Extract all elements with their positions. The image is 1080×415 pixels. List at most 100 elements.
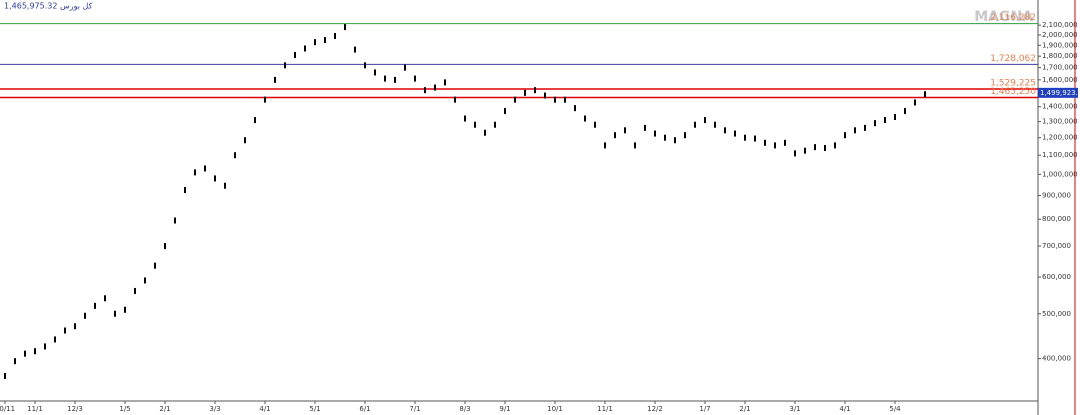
price-bar: [284, 62, 286, 69]
x-tick-label: 12/3: [67, 405, 83, 413]
price-bar: [744, 134, 746, 141]
x-tick-label: 4/1: [259, 405, 270, 413]
price-bar: [894, 114, 896, 121]
price-bar: [574, 105, 576, 112]
watermark: MAGNA: [974, 9, 1033, 25]
x-tick-label: 5/1: [309, 405, 320, 413]
price-bar: [474, 121, 476, 128]
price-bar: [254, 117, 256, 124]
price-bar: [634, 142, 636, 149]
y-tick-label: 2,100,000: [1042, 21, 1078, 29]
price-bar: [424, 87, 426, 94]
price-bar: [204, 165, 206, 172]
price-bar: [854, 127, 856, 134]
level-label: 1,529,225: [990, 78, 1036, 88]
price-bar: [274, 76, 276, 83]
price-bar: [184, 187, 186, 194]
x-tick-label: 7/1: [409, 405, 420, 413]
price-bar: [774, 142, 776, 149]
price-bar: [334, 32, 336, 39]
x-tick-label: 8/3: [459, 405, 470, 413]
y-tick-label: 400,000: [1042, 355, 1071, 363]
price-bar: [64, 327, 66, 334]
price-bar: [674, 137, 676, 144]
price-bar: [694, 121, 696, 128]
price-bar: [734, 130, 736, 137]
x-tick-label: 11/1: [27, 405, 43, 413]
price-bar: [724, 127, 726, 134]
x-tick-label: 6/1: [359, 405, 370, 413]
price-bar: [604, 142, 606, 149]
level-label: 2,116,282: [990, 13, 1036, 23]
price-bar: [484, 129, 486, 136]
price-bar: [614, 132, 616, 139]
price-bar: [224, 182, 226, 189]
price-bar: [814, 144, 816, 151]
price-bar: [244, 137, 246, 144]
price-bar: [534, 87, 536, 94]
price-bar: [924, 91, 926, 98]
price-bar: [14, 358, 16, 365]
last-price-label: 1,499,923.4: [1040, 89, 1080, 97]
price-bar: [684, 132, 686, 139]
y-tick-label: 1,900,000: [1042, 41, 1078, 49]
x-tick-label: 10/1: [547, 405, 563, 413]
y-tick-label: 500,000: [1042, 310, 1071, 318]
y-tick-label: 1,300,000: [1042, 118, 1078, 126]
price-bar: [464, 115, 466, 122]
price-bar: [804, 147, 806, 154]
price-bar: [414, 75, 416, 82]
x-tick-label: 2/1: [159, 405, 170, 413]
price-bar: [594, 121, 596, 128]
price-bar: [74, 323, 76, 330]
price-bar: [784, 139, 786, 146]
price-bar: [884, 117, 886, 124]
price-bar: [374, 69, 376, 76]
price-bar: [54, 336, 56, 343]
price-bar: [444, 79, 446, 86]
price-bar: [324, 37, 326, 44]
y-tick-label: 700,000: [1042, 242, 1071, 250]
price-bar: [524, 89, 526, 96]
y-tick-label: 1,600,000: [1042, 76, 1078, 84]
price-bar: [354, 46, 356, 53]
price-bar: [824, 145, 826, 152]
y-tick-label: 1,700,000: [1042, 64, 1078, 72]
price-bar: [754, 135, 756, 142]
price-bar: [24, 350, 26, 357]
y-tick-label: 1,800,000: [1042, 52, 1078, 60]
y-tick-label: 1,400,000: [1042, 103, 1078, 111]
price-bar: [114, 310, 116, 317]
price-bar: [864, 124, 866, 131]
x-tick-label: 3/1: [789, 405, 800, 413]
price-bar: [124, 306, 126, 313]
price-bar: [264, 96, 266, 103]
price-bar: [554, 96, 556, 103]
price-bar: [294, 52, 296, 59]
last-price-box: [1038, 87, 1078, 98]
price-bar: [494, 121, 496, 128]
price-bar: [504, 108, 506, 115]
x-tick-label: 1/5: [119, 405, 130, 413]
price-bar: [234, 152, 236, 159]
price-bar: [454, 96, 456, 103]
price-bar: [834, 142, 836, 149]
price-bar: [194, 169, 196, 176]
price-bar: [794, 150, 796, 157]
price-bar: [844, 132, 846, 139]
x-tick-label: 2/1: [739, 405, 750, 413]
y-tick-label: 1,000,000: [1042, 170, 1078, 178]
price-bar: [714, 121, 716, 128]
price-bar: [104, 295, 106, 302]
price-bar: [544, 92, 546, 99]
price-bar: [144, 277, 146, 284]
y-tick-label: 1,100,000: [1042, 151, 1078, 159]
price-bar: [564, 96, 566, 103]
price-bar: [174, 217, 176, 224]
price-bar: [434, 84, 436, 91]
price-bar: [874, 120, 876, 127]
price-bar: [154, 262, 156, 269]
price-bar: [4, 372, 6, 379]
price-bar: [44, 343, 46, 350]
